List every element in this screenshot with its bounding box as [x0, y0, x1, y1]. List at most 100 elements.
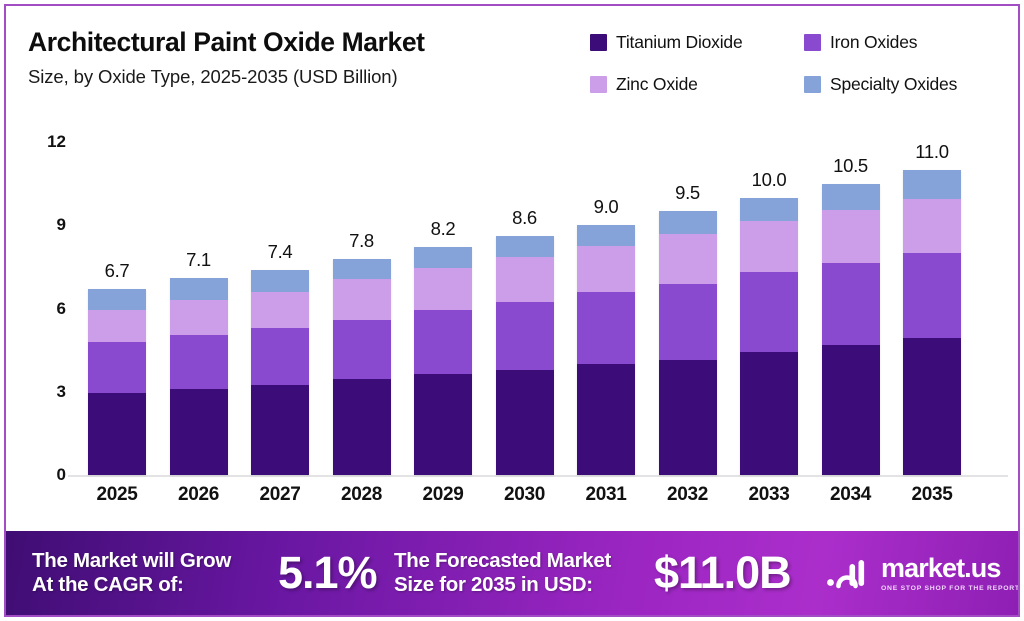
legend-swatch-icon: [590, 34, 607, 51]
y-axis-tick: 3: [56, 381, 66, 401]
bar-value-label: 10.0: [751, 168, 787, 190]
bar-segment-zinc-oxide[interactable]: [332, 279, 391, 320]
bar-group[interactable]: [658, 124, 717, 475]
bar-group[interactable]: [332, 124, 391, 475]
plot-area: 0 3 6 9 12 6.7 7.1 7.4 7.8 8.2 8.6 9.0 9.5 10.0 10.5 1…: [6, 124, 1018, 524]
bar-segment-titanium-dioxide[interactable]: [414, 373, 472, 475]
bar-segment-zinc-oxide[interactable]: [903, 198, 961, 254]
bar-stack[interactable]: [495, 236, 554, 475]
bar-segment-zinc-oxide[interactable]: [88, 309, 146, 342]
brand-name: market.us: [881, 552, 1001, 583]
bar-segment-specialty-oxides[interactable]: [577, 225, 635, 247]
bar-segment-iron-oxides[interactable]: [821, 262, 880, 345]
bar-segment-specialty-oxides[interactable]: [495, 236, 554, 258]
bar-segment-zinc-oxide[interactable]: [495, 257, 554, 302]
cagr-caption-line1: The Market will Grow: [32, 549, 232, 573]
forecast-caption: The Forecasted Market Size for 2035 in U…: [394, 549, 611, 597]
bar-segment-titanium-dioxide[interactable]: [903, 337, 961, 475]
bar-segment-iron-oxides[interactable]: [169, 334, 228, 389]
page-subtitle: Size, by Oxide Type, 2025-2035 (USD Bill…: [28, 66, 398, 88]
x-axis: 2025 2026 2027 2028 2029 2030 2031 2032 2033 2034…: [68, 484, 1012, 524]
bar-group[interactable]: [821, 124, 880, 475]
bar-group[interactable]: [740, 124, 798, 475]
bar-stack[interactable]: [821, 183, 880, 475]
bar-segment-zinc-oxide[interactable]: [414, 268, 472, 310]
bar-segment-titanium-dioxide[interactable]: [740, 351, 798, 475]
x-axis-tick: 2034: [829, 484, 872, 505]
legend-swatch-icon: [804, 76, 821, 93]
bar-segment-titanium-dioxide[interactable]: [332, 379, 391, 475]
y-axis-tick: 9: [56, 215, 66, 235]
bar-group[interactable]: [903, 124, 961, 475]
x-axis-tick: 2027: [259, 484, 301, 505]
legend-label: Zinc Oxide: [616, 74, 698, 94]
legend-label: Iron Oxides: [830, 32, 918, 52]
bar-segment-titanium-dioxide[interactable]: [251, 384, 309, 475]
bar-stack[interactable]: [414, 247, 472, 475]
bar-segment-specialty-oxides[interactable]: [251, 269, 309, 292]
bar-stack[interactable]: [332, 258, 391, 475]
bar-segment-specialty-oxides[interactable]: [821, 183, 880, 210]
bar-segment-specialty-oxides[interactable]: [88, 289, 146, 310]
legend-item-zinc-oxide: Zinc Oxide: [590, 74, 804, 95]
bar-segment-iron-oxides[interactable]: [577, 291, 635, 364]
header: Architectural Paint Oxide Market Size, b…: [6, 6, 1018, 124]
bar-group[interactable]: [495, 124, 554, 475]
bar-value-label: 11.0: [915, 140, 949, 162]
bar-segment-zinc-oxide[interactable]: [821, 210, 880, 263]
bar-value-label: 8.6: [512, 207, 537, 229]
bar-stack[interactable]: [577, 225, 635, 475]
bar-segment-specialty-oxides[interactable]: [414, 247, 472, 269]
bar-segment-iron-oxides[interactable]: [251, 327, 309, 385]
bar-group[interactable]: [577, 124, 635, 475]
bar-segment-titanium-dioxide[interactable]: [821, 344, 880, 475]
bar-segment-specialty-oxides[interactable]: [658, 211, 717, 234]
bar-segment-specialty-oxides[interactable]: [903, 169, 961, 199]
x-axis-tick: 2026: [177, 484, 220, 505]
x-axis-tick: 2028: [340, 484, 383, 505]
bar-segment-titanium-dioxide[interactable]: [169, 388, 228, 475]
bar-segment-iron-oxides[interactable]: [658, 283, 717, 360]
forecast-caption-line1: The Forecasted Market: [394, 549, 611, 573]
bar-value-label: 10.5: [833, 154, 868, 176]
bar-group[interactable]: [88, 124, 146, 475]
bar-group[interactable]: [251, 124, 309, 475]
bar-segment-iron-oxides[interactable]: [495, 301, 554, 370]
chart-legend: Titanium Dioxide Iron Oxides Zinc Oxide Spe…: [590, 32, 1010, 95]
bar-segment-iron-oxides[interactable]: [740, 272, 798, 352]
bar-value-label: 6.7: [104, 260, 130, 282]
bar-segment-iron-oxides[interactable]: [88, 341, 146, 394]
title-block: Architectural Paint Oxide Market Size, b…: [28, 27, 425, 88]
bar-segment-zinc-oxide[interactable]: [740, 221, 798, 273]
bar-group[interactable]: [169, 124, 228, 475]
y-axis-tick: 12: [47, 132, 66, 151]
bar-segment-specialty-oxides[interactable]: [332, 258, 391, 280]
bar-series-container: 6.7 7.1 7.4 7.8 8.2 8.6 9.0 9.5 10.0 10.5 11.0: [68, 124, 1012, 475]
legend-swatch-icon: [590, 76, 607, 93]
bar-stack[interactable]: [658, 211, 717, 475]
bar-segment-specialty-oxides[interactable]: [740, 197, 798, 222]
bar-stack[interactable]: [251, 269, 309, 475]
bar-stack[interactable]: [169, 278, 228, 475]
bar-value-label: 7.4: [267, 240, 293, 262]
bar-segment-titanium-dioxide[interactable]: [658, 359, 717, 475]
brand-tagline: ONE STOP SHOP FOR THE REPORTS: [881, 584, 1020, 592]
bar-segment-zinc-oxide[interactable]: [577, 246, 635, 292]
bar-segment-titanium-dioxide[interactable]: [577, 364, 635, 475]
bar-stack[interactable]: [740, 197, 798, 475]
bar-segment-iron-oxides[interactable]: [414, 309, 472, 374]
bar-group[interactable]: [414, 124, 472, 475]
bar-segment-zinc-oxide[interactable]: [169, 300, 228, 335]
x-axis-tick: 2032: [666, 484, 709, 505]
bar-stack[interactable]: [88, 289, 146, 475]
bar-segment-iron-oxides[interactable]: [332, 319, 391, 380]
bar-segment-titanium-dioxide[interactable]: [88, 393, 146, 475]
bar-segment-specialty-oxides[interactable]: [169, 278, 228, 301]
bar-segment-zinc-oxide[interactable]: [658, 233, 717, 284]
page-title: Architectural Paint Oxide Market: [28, 27, 425, 57]
bar-segment-zinc-oxide[interactable]: [251, 291, 309, 328]
bar-stack[interactable]: [903, 169, 961, 475]
legend-label: Titanium Dioxide: [616, 32, 743, 52]
bar-segment-titanium-dioxide[interactable]: [495, 369, 554, 475]
bar-segment-iron-oxides[interactable]: [903, 253, 961, 338]
